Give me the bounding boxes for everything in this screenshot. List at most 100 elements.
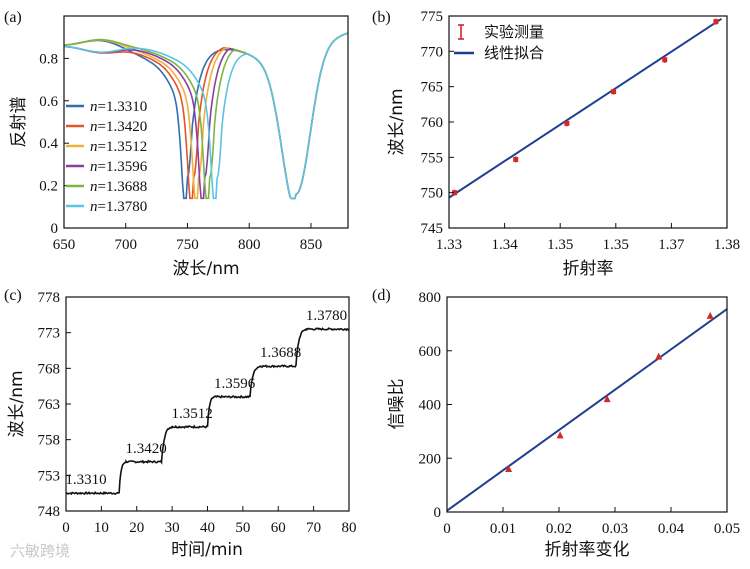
data-point [564, 120, 570, 126]
panel-a-xtick-label: 650 [53, 237, 76, 253]
step-label-5: 1.3688 [260, 345, 301, 361]
panel-d-xtick-label: 0.05 [714, 521, 740, 537]
panel-b: (b) 1.33 1.34 1.35 1.35 1.37 1.38 745 750 755 76… [372, 9, 740, 279]
panel-b-ylabel: 波长/nm [387, 88, 407, 155]
legend-value: =1.3512 [98, 139, 148, 155]
legend-value: =1.3596 [98, 159, 148, 175]
panel-a-ytick-label: 0.4 [39, 136, 58, 152]
panel-b-legend: 实验测量 线性拟合 [454, 23, 544, 62]
panel-a-legend: n=1.3310n=1.3420n=1.3512n=1.3596n=1.3688… [66, 99, 148, 215]
legend-fit-label: 线性拟合 [484, 44, 544, 62]
panel-b-ytick-label: 750 [421, 186, 444, 202]
spectrum-curve-6 [63, 32, 349, 200]
data-point [556, 431, 564, 439]
panel-d-ylabel: 信噪比 [387, 379, 407, 430]
panel-c-yticks: 748 753 758 763 768 773 778 [38, 290, 71, 520]
panel-c-xlabel: 时间/min [171, 540, 243, 560]
panel-b-ytick-label: 770 [421, 44, 444, 60]
data-point [611, 89, 617, 95]
panel-b-ytick-label: 760 [421, 115, 444, 131]
legend-variable: n [90, 159, 98, 175]
panel-b-yticks: 745 750 755 760 765 770 775 [421, 9, 454, 237]
panel-d-xticks: 0 0.01 0.02 0.03 0.04 0.05 [443, 507, 740, 537]
fit-line [448, 17, 722, 199]
panel-b-xtick-label: 1.37 [658, 237, 685, 253]
panel-b-xtick-label: 1.35 [547, 237, 573, 253]
step-label-2: 1.3420 [126, 441, 167, 457]
panel-d-label: (d) [372, 287, 391, 304]
legend-value: =1.3310 [98, 99, 148, 115]
legend-label-1: n=1.3310 [90, 99, 147, 115]
panel-b-plot [448, 17, 722, 199]
legend-label-5: n=1.3688 [90, 179, 147, 195]
panel-c-ytick-label: 778 [38, 290, 61, 306]
data-point [706, 311, 714, 319]
panel-b-xtick-label: 1.38 [714, 237, 740, 253]
panel-d-xtick-label: 0.03 [602, 521, 628, 537]
panel-b-ytick-label: 765 [421, 80, 444, 96]
panel-c-xtick-label: 40 [200, 520, 215, 536]
panel-b-xticks: 1.33 1.34 1.35 1.35 1.37 1.38 [436, 223, 740, 253]
panel-a-frame [63, 15, 349, 229]
panel-a: (a) 650 700 750 800 850 00.20.40.60.8 波长/nm … [4, 9, 349, 279]
panel-d-xtick-label: 0.02 [546, 521, 572, 537]
wavelength-trace [65, 327, 349, 496]
panel-c-xtick-label: 60 [271, 520, 286, 536]
panel-a-curves [63, 32, 349, 200]
panel-c-ylabel: 波长/nm [7, 370, 27, 437]
legend-variable: n [90, 139, 98, 155]
panel-c-xtick-label: 80 [342, 520, 357, 536]
legend-label-4: n=1.3596 [90, 159, 148, 175]
legend-label-6: n=1.3780 [90, 199, 147, 215]
panel-d-ytick-label: 200 [419, 451, 442, 467]
step-label-4: 1.3596 [214, 376, 256, 392]
panel-b-ytick-label: 775 [421, 9, 444, 25]
panel-b-ytick-label: 745 [421, 221, 444, 237]
panel-b-label: (b) [372, 9, 391, 26]
watermark-text: 六敏跨境 [10, 542, 71, 560]
panel-a-ytick-label: 0.8 [39, 51, 58, 67]
panel-a-ytick-label: 0.6 [39, 94, 58, 110]
legend-variable: n [90, 199, 98, 215]
panel-d-xlabel: 折射率变化 [545, 540, 630, 560]
panel-a-xlabel: 波长/nm [172, 259, 239, 279]
legend-variable: n [90, 179, 98, 195]
panel-c-ytick-label: 748 [38, 504, 61, 520]
panel-c-label: (c) [4, 287, 22, 304]
data-point [603, 395, 611, 403]
legend-value: =1.3688 [98, 179, 148, 195]
panel-a-xtick-label: 850 [300, 237, 323, 253]
panel-c-ytick-label: 773 [38, 326, 61, 342]
panel-a-xtick-label: 800 [238, 237, 261, 253]
panel-c-xtick-label: 50 [235, 520, 250, 536]
legend-value: =1.3420 [98, 119, 148, 135]
legend-measured-label: 实验测量 [484, 23, 544, 41]
panel-b-xtick-label: 1.33 [436, 237, 462, 253]
data-point [655, 352, 663, 360]
panel-d: (d) 0 0.01 0.02 0.03 0.04 0.05 0200400600800 … [372, 287, 740, 560]
panel-d-yticks: 0 200 400 600 800 [419, 290, 452, 521]
data-point [662, 57, 668, 63]
panel-c-xtick-label: 10 [94, 520, 109, 536]
panel-a-xtick-label: 750 [176, 237, 199, 253]
panel-d-plot [446, 308, 728, 512]
panel-a-xtick-label: 700 [114, 237, 137, 253]
panel-c-ytick-label: 753 [38, 468, 61, 484]
legend-variable: n [90, 119, 98, 135]
panel-d-xtick-label: 0.01 [490, 521, 516, 537]
panel-b-xtick-label: 1.35 [603, 237, 629, 253]
panel-c-xtick-label: 30 [165, 520, 180, 536]
panel-c-xticks: 0 10 20 30 40 50 60 70 80 [62, 506, 357, 536]
fit-line [446, 308, 728, 512]
data-point [452, 190, 458, 196]
step-label-3: 1.3512 [172, 406, 213, 422]
panel-c-xtick-label: 70 [306, 520, 321, 536]
legend-label-3: n=1.3512 [90, 139, 147, 155]
panel-c-ytick-label: 758 [38, 433, 61, 449]
step-label-6: 1.3780 [306, 308, 347, 324]
panel-d-ytick-label: 0 [434, 505, 442, 521]
panel-a-ytick-label: 0.2 [39, 179, 58, 195]
